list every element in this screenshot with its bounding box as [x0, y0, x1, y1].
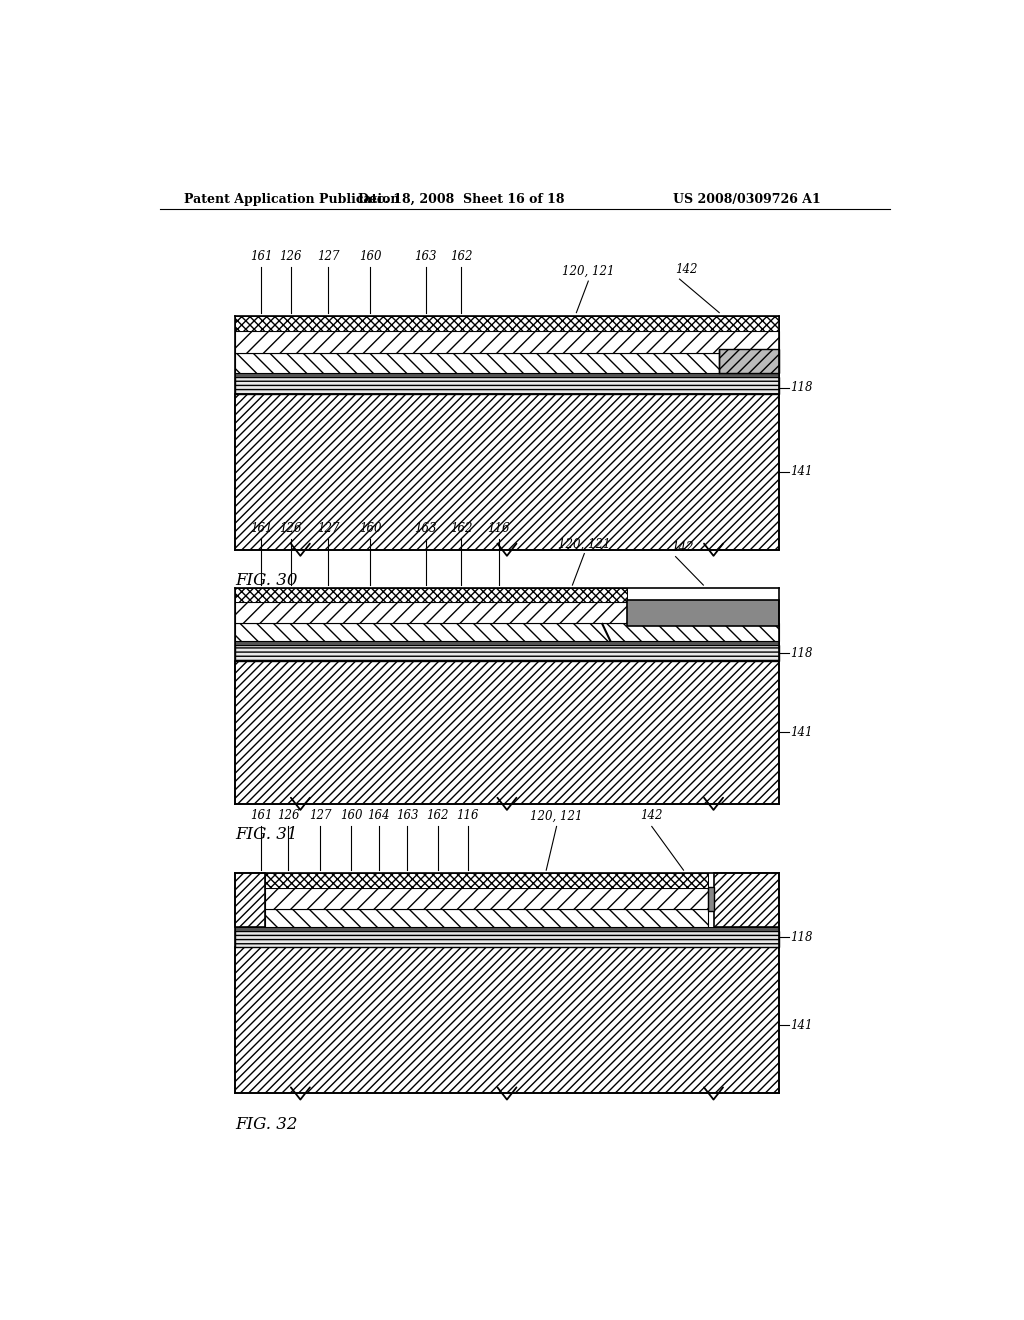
- Text: 161: 161: [250, 523, 272, 536]
- Bar: [265, 888, 708, 908]
- Text: 141: 141: [791, 1019, 813, 1032]
- Bar: [236, 315, 778, 331]
- Text: 126: 126: [278, 809, 300, 822]
- Text: 164: 164: [368, 809, 390, 822]
- Text: 120, 121: 120, 121: [562, 265, 614, 279]
- Bar: [236, 354, 778, 372]
- Text: 141: 141: [791, 466, 813, 478]
- Text: 126: 126: [280, 523, 302, 536]
- Text: 118: 118: [791, 931, 813, 944]
- Text: 142: 142: [641, 809, 663, 822]
- Bar: [236, 589, 627, 602]
- Bar: [236, 372, 778, 378]
- Bar: [236, 378, 778, 395]
- Bar: [265, 908, 708, 927]
- Bar: [236, 640, 778, 645]
- Text: FIG. 30: FIG. 30: [236, 572, 298, 589]
- Bar: [236, 874, 265, 927]
- Bar: [236, 395, 778, 549]
- Bar: [236, 623, 778, 640]
- Text: 162: 162: [451, 523, 472, 536]
- Bar: [627, 601, 778, 627]
- Text: 120, 121: 120, 121: [530, 809, 583, 822]
- Text: 161: 161: [250, 809, 272, 822]
- Text: Patent Application Publication: Patent Application Publication: [183, 193, 399, 206]
- Bar: [708, 887, 714, 911]
- Bar: [719, 350, 778, 372]
- Text: 127: 127: [309, 809, 332, 822]
- Bar: [236, 602, 627, 623]
- Bar: [236, 645, 778, 660]
- Text: US 2008/0309726 A1: US 2008/0309726 A1: [673, 193, 821, 206]
- Text: 161: 161: [250, 249, 272, 263]
- Text: 127: 127: [316, 523, 339, 536]
- Text: 118: 118: [791, 647, 813, 660]
- Text: 163: 163: [415, 523, 437, 536]
- Text: 142: 142: [676, 263, 698, 276]
- Text: Dec. 18, 2008  Sheet 16 of 18: Dec. 18, 2008 Sheet 16 of 18: [358, 193, 564, 206]
- Text: 141: 141: [791, 726, 813, 739]
- Text: FIG. 31: FIG. 31: [236, 826, 298, 843]
- Text: 163: 163: [396, 809, 419, 822]
- Bar: [265, 874, 708, 888]
- Bar: [236, 927, 778, 932]
- Text: 160: 160: [358, 523, 381, 536]
- Bar: [236, 932, 778, 948]
- Text: 163: 163: [415, 249, 437, 263]
- Bar: [714, 874, 778, 927]
- Text: 127: 127: [316, 249, 339, 263]
- Text: 116: 116: [457, 809, 479, 822]
- Bar: [236, 660, 778, 804]
- Text: 162: 162: [451, 249, 472, 263]
- Text: 162: 162: [426, 809, 449, 822]
- Text: 142: 142: [672, 541, 694, 553]
- Text: 160: 160: [340, 809, 362, 822]
- Text: FIG. 32: FIG. 32: [236, 1115, 298, 1133]
- Text: 120, 121: 120, 121: [558, 537, 610, 550]
- Text: 116: 116: [487, 523, 510, 536]
- Bar: [236, 331, 778, 354]
- Text: 126: 126: [280, 249, 302, 263]
- Text: 118: 118: [791, 381, 813, 395]
- Bar: [236, 948, 778, 1093]
- Text: 160: 160: [358, 249, 381, 263]
